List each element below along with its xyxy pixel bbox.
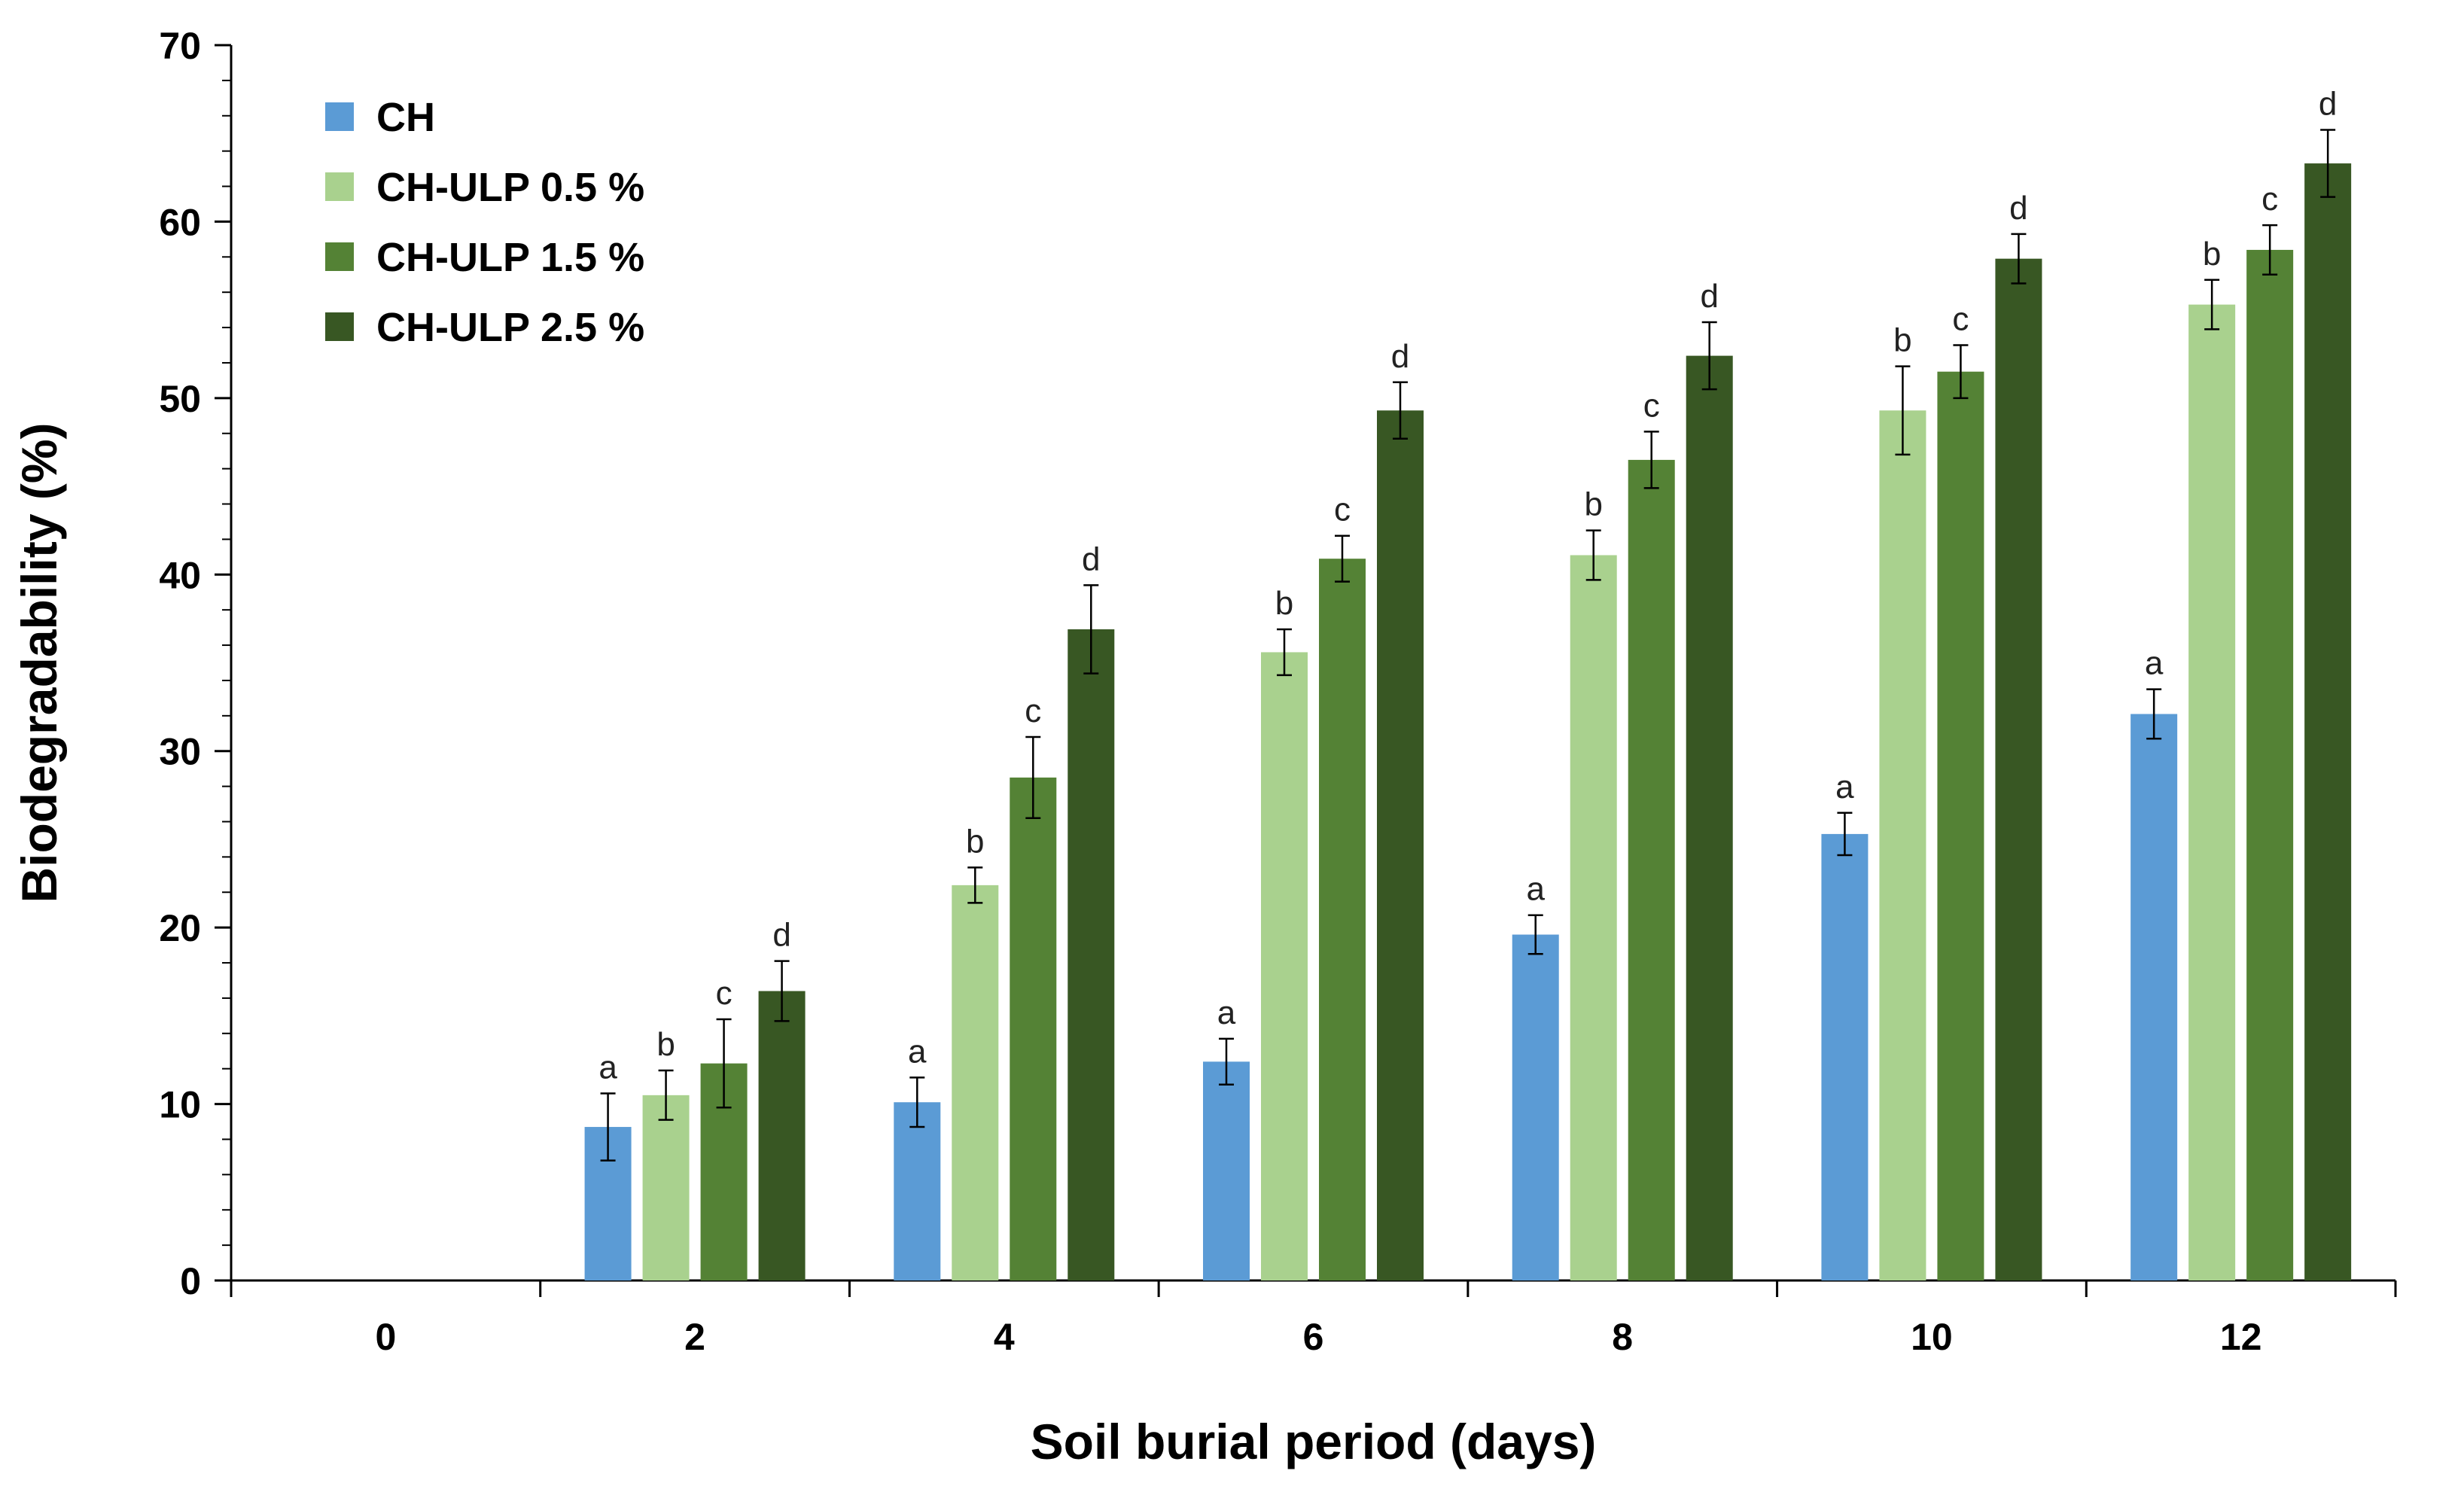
bar bbox=[1995, 258, 2042, 1280]
bar bbox=[1686, 355, 1733, 1281]
y-tick-label: 70 bbox=[159, 25, 201, 67]
x-tick-label: 8 bbox=[1612, 1316, 1633, 1358]
x-tick-label: 6 bbox=[1303, 1316, 1324, 1358]
x-tick-label: 0 bbox=[375, 1316, 396, 1358]
y-tick-label: 40 bbox=[159, 554, 201, 596]
bar bbox=[2188, 304, 2236, 1280]
y-tick-label: 50 bbox=[159, 378, 201, 420]
significance-letter: d bbox=[2319, 86, 2337, 123]
x-tick-label: 4 bbox=[994, 1316, 1015, 1358]
y-tick-label: 60 bbox=[159, 201, 201, 243]
significance-letter: c bbox=[1334, 492, 1351, 528]
bar bbox=[758, 991, 806, 1280]
y-axis-title: Biodegradability (%) bbox=[11, 422, 67, 903]
x-tick-label: 12 bbox=[2220, 1316, 2262, 1358]
significance-letter: a bbox=[1835, 769, 1854, 805]
legend-label: CH-ULP 2.5 % bbox=[376, 305, 644, 350]
bar bbox=[1203, 1061, 1250, 1280]
legend-swatch bbox=[325, 102, 354, 131]
significance-letter: c bbox=[1025, 693, 1041, 729]
bar bbox=[1512, 934, 1559, 1280]
significance-letter: c bbox=[716, 975, 732, 1012]
x-tick-label: 10 bbox=[1911, 1316, 1953, 1358]
significance-letter: b bbox=[2203, 236, 2221, 273]
y-tick-label: 10 bbox=[159, 1084, 201, 1126]
significance-letter: d bbox=[1391, 338, 1409, 375]
significance-letter: b bbox=[966, 823, 984, 860]
bar bbox=[1879, 410, 1926, 1281]
bar bbox=[1068, 629, 1115, 1280]
x-axis-title: Soil burial period (days) bbox=[1031, 1414, 1597, 1469]
significance-letter: c bbox=[2261, 181, 2278, 218]
legend-swatch bbox=[325, 242, 354, 271]
significance-letter: b bbox=[1893, 322, 1911, 359]
y-tick-label: 20 bbox=[159, 907, 201, 949]
legend-label: CH-ULP 0.5 % bbox=[376, 165, 644, 210]
y-tick-label: 0 bbox=[180, 1260, 201, 1302]
bar bbox=[1010, 777, 1057, 1280]
bar bbox=[1261, 652, 1308, 1280]
legend-swatch bbox=[325, 172, 354, 201]
significance-letter: d bbox=[772, 917, 790, 954]
legend: CH CH-ULP 0.5 % CH-ULP 1.5 % CH-ULP 2.5 % bbox=[325, 95, 644, 350]
bar bbox=[2304, 163, 2352, 1280]
bars-layer: a a a a a a b b b b b b c c c c c c d d d d d d bbox=[584, 86, 2352, 1281]
significance-letter: c bbox=[1643, 387, 1660, 424]
bar bbox=[1319, 559, 1366, 1280]
significance-letter: b bbox=[1584, 486, 1602, 523]
significance-letter: d bbox=[2009, 190, 2027, 227]
significance-letter: a bbox=[598, 1049, 617, 1086]
legend-label: CH-ULP 1.5 % bbox=[376, 235, 644, 280]
significance-letter: c bbox=[1952, 301, 1969, 338]
bar bbox=[1937, 371, 1984, 1280]
y-tick-label: 30 bbox=[159, 731, 201, 773]
bar bbox=[2130, 714, 2178, 1280]
significance-letter: a bbox=[1217, 994, 1236, 1031]
significance-letter: a bbox=[2145, 645, 2164, 682]
significance-letter: a bbox=[1526, 871, 1545, 908]
bar bbox=[1628, 459, 1675, 1280]
significance-letter: a bbox=[908, 1033, 927, 1070]
bar bbox=[642, 1095, 690, 1280]
bar bbox=[952, 885, 999, 1280]
bar bbox=[894, 1102, 941, 1280]
significance-letter: d bbox=[1082, 540, 1100, 577]
legend-swatch bbox=[325, 312, 354, 341]
bar bbox=[1377, 410, 1424, 1281]
significance-letter: b bbox=[1275, 585, 1293, 622]
legend-label: CH bbox=[376, 95, 435, 140]
significance-letter: b bbox=[656, 1026, 675, 1063]
bar bbox=[2246, 249, 2294, 1280]
x-tick-label: 2 bbox=[684, 1316, 705, 1358]
significance-letter: d bbox=[1700, 278, 1718, 315]
bar bbox=[1821, 833, 1869, 1280]
bar bbox=[1570, 555, 1617, 1280]
